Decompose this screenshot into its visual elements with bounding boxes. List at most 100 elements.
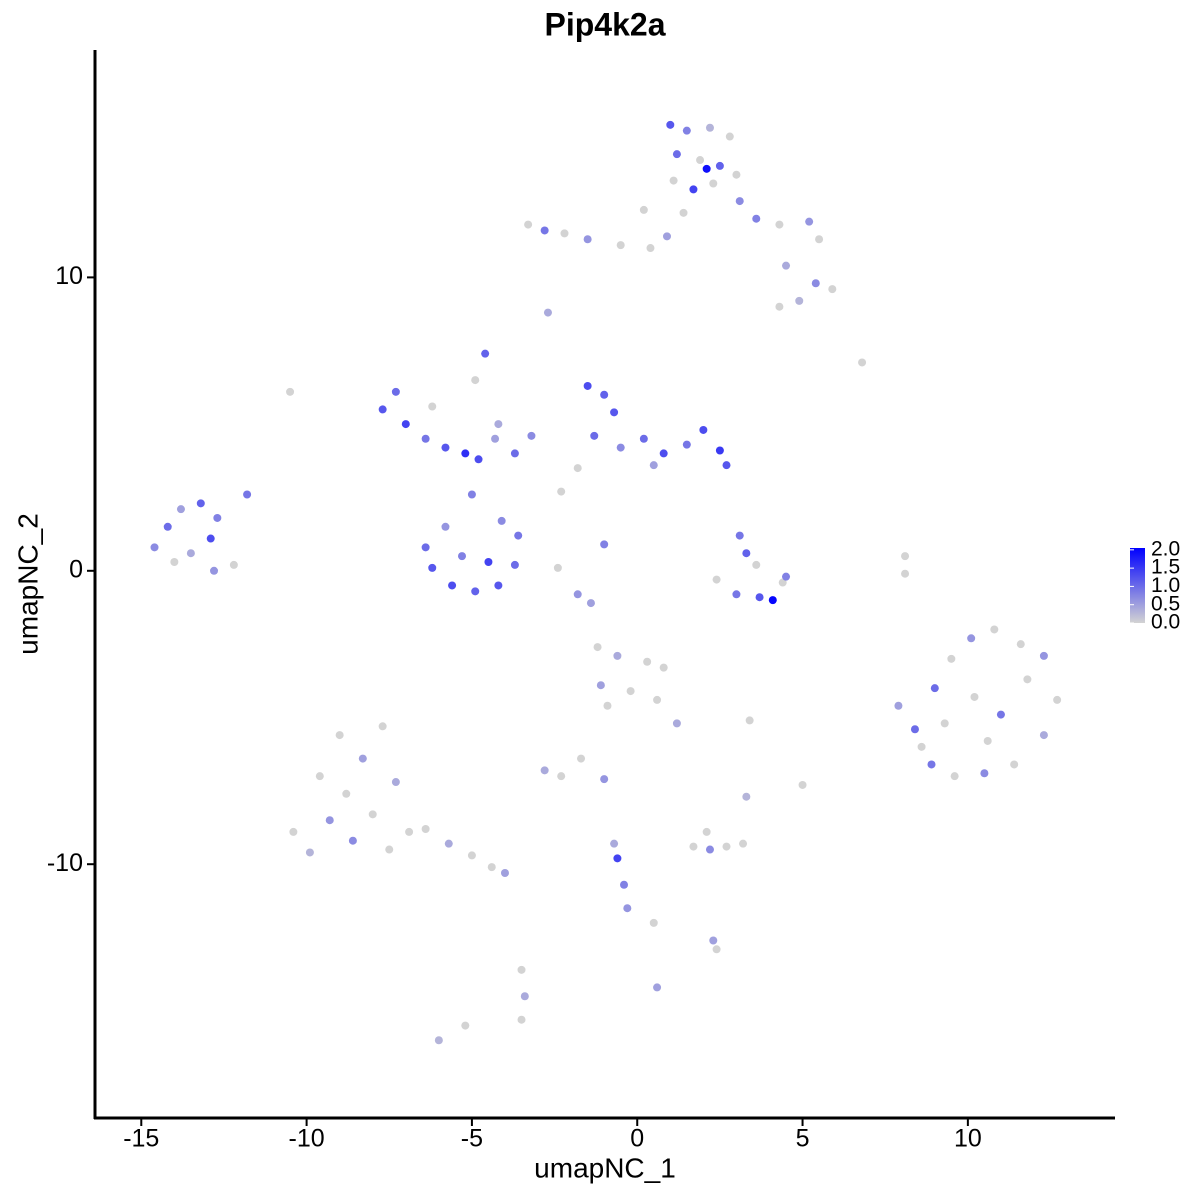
point — [600, 540, 609, 549]
point — [910, 725, 919, 734]
point — [735, 197, 744, 206]
point — [467, 490, 476, 499]
point — [672, 150, 681, 159]
point — [616, 241, 625, 250]
point — [696, 156, 705, 165]
point — [795, 296, 804, 305]
point — [520, 992, 529, 1001]
x-tick-label: -15 — [123, 1125, 159, 1153]
point — [458, 552, 467, 561]
y-tick-label: 10 — [55, 262, 83, 290]
point — [325, 816, 334, 825]
point — [434, 1036, 443, 1045]
point — [699, 425, 708, 434]
point — [484, 557, 493, 566]
point — [742, 792, 751, 801]
point — [669, 176, 678, 185]
point — [626, 687, 635, 696]
point — [461, 449, 470, 458]
point — [689, 842, 698, 851]
point — [659, 663, 668, 672]
y-tick-label: 0 — [69, 555, 83, 583]
point — [782, 261, 791, 270]
point — [639, 434, 648, 443]
point — [577, 754, 586, 763]
point — [305, 848, 314, 857]
point — [229, 560, 238, 569]
point — [444, 839, 453, 848]
point — [421, 543, 430, 552]
point — [448, 581, 457, 590]
point — [497, 516, 506, 525]
point — [186, 549, 195, 558]
point — [616, 443, 625, 452]
point — [286, 387, 295, 396]
point — [428, 402, 437, 411]
point — [649, 461, 658, 470]
colorbar-label: 2.0 — [1151, 537, 1180, 560]
point — [712, 945, 721, 954]
point — [557, 772, 566, 781]
point — [639, 205, 648, 214]
point — [768, 596, 777, 605]
point — [967, 634, 976, 643]
point — [917, 742, 926, 751]
point — [1010, 760, 1019, 769]
colorbar-label: 1.5 — [1151, 556, 1180, 579]
point — [950, 772, 959, 781]
point — [659, 449, 668, 458]
point — [487, 863, 496, 872]
point — [543, 308, 552, 317]
point — [213, 513, 222, 522]
point — [1039, 651, 1048, 660]
point — [517, 1015, 526, 1024]
point — [600, 775, 609, 784]
point — [583, 235, 592, 244]
point — [243, 490, 252, 499]
point — [798, 780, 807, 789]
chart-title: Pip4k2a — [545, 6, 666, 42]
point — [927, 760, 936, 769]
point — [210, 566, 219, 575]
point — [782, 572, 791, 581]
point — [947, 654, 956, 663]
point — [289, 827, 298, 836]
point — [517, 965, 526, 974]
point — [996, 710, 1005, 719]
point — [514, 531, 523, 540]
point — [500, 869, 509, 878]
point — [378, 405, 387, 414]
point — [805, 217, 814, 226]
point — [940, 719, 949, 728]
x-tick-label: 10 — [954, 1125, 982, 1153]
point — [735, 531, 744, 540]
point — [560, 229, 569, 238]
point — [348, 836, 357, 845]
point — [901, 552, 910, 561]
point — [467, 851, 476, 860]
point — [662, 232, 671, 241]
point — [930, 684, 939, 693]
point — [705, 123, 714, 132]
point — [573, 590, 582, 599]
point — [391, 778, 400, 787]
point — [315, 772, 324, 781]
point — [401, 420, 410, 429]
point — [682, 440, 691, 449]
point — [702, 164, 711, 173]
point — [653, 983, 662, 992]
point — [689, 185, 698, 194]
point — [715, 446, 724, 455]
point — [583, 381, 592, 390]
point — [553, 563, 562, 572]
point — [990, 625, 999, 634]
point — [610, 408, 619, 417]
point — [712, 575, 721, 584]
point — [702, 827, 711, 836]
point — [755, 593, 764, 602]
points — [150, 120, 1062, 1045]
point — [494, 581, 503, 590]
colorbar-label: 0.5 — [1151, 592, 1180, 615]
